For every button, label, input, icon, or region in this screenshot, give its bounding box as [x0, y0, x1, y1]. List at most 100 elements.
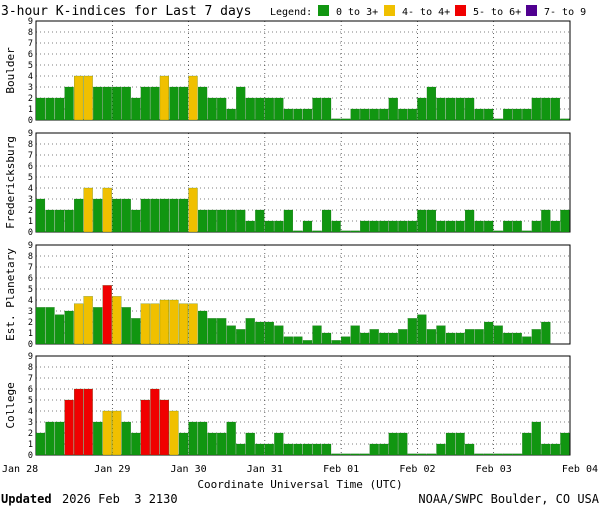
bar — [331, 118, 341, 121]
bar — [274, 325, 284, 345]
bar — [188, 421, 198, 456]
bar — [264, 97, 274, 121]
y-tick-label: 5 — [28, 396, 33, 406]
bar — [198, 209, 208, 233]
bar — [283, 108, 293, 121]
legend-text-2: 5- to 6+ — [473, 7, 521, 18]
bar — [226, 108, 236, 121]
y-tick-label: 2 — [28, 318, 33, 328]
bar — [35, 198, 46, 233]
bar — [541, 443, 551, 456]
bar — [74, 75, 84, 121]
bar — [455, 432, 465, 456]
x-tick-label: Jan 31 — [247, 464, 283, 475]
bar — [360, 108, 370, 121]
bar — [54, 314, 65, 345]
bar — [140, 198, 150, 233]
bar — [474, 108, 484, 121]
bar — [331, 340, 341, 345]
bar — [493, 325, 503, 345]
bar — [93, 198, 103, 233]
bar — [35, 432, 46, 456]
bar — [493, 230, 503, 233]
bar — [379, 220, 389, 233]
bar — [407, 318, 417, 345]
bar — [474, 220, 484, 233]
bar — [484, 321, 494, 345]
bar — [417, 209, 427, 233]
bar — [169, 299, 179, 345]
bar — [369, 329, 379, 345]
bar — [198, 421, 208, 456]
y-tick-label: 1 — [28, 105, 33, 115]
bar — [560, 432, 570, 456]
bar — [45, 97, 55, 121]
bar — [503, 453, 513, 456]
bar — [198, 86, 208, 121]
bar — [217, 209, 227, 233]
y-tick-label: 7 — [28, 263, 33, 273]
bar — [541, 97, 551, 121]
panel-label: Boulder — [4, 47, 17, 94]
bar — [226, 421, 236, 456]
updated-label: Updated — [1, 492, 52, 506]
bar — [531, 220, 541, 233]
bar — [150, 303, 160, 345]
bar — [178, 303, 189, 345]
y-tick-label: 0 — [28, 228, 33, 238]
bar — [217, 432, 227, 456]
bar — [121, 421, 131, 456]
bar — [178, 198, 189, 233]
x-axis-label: Coordinate Universal Time (UTC) — [197, 478, 402, 491]
bar — [245, 97, 255, 121]
y-tick-label: 8 — [28, 140, 33, 150]
bar — [474, 329, 484, 345]
bar — [264, 443, 274, 456]
bar — [102, 86, 112, 121]
y-tick-label: 0 — [28, 116, 33, 126]
legend-label: Legend: — [270, 7, 312, 18]
bar — [436, 220, 446, 233]
bar — [159, 299, 170, 345]
x-tick-label: Feb 03 — [476, 464, 512, 475]
bar — [150, 388, 160, 456]
legend-swatch-1 — [384, 5, 395, 16]
bar — [312, 97, 322, 121]
bar — [245, 432, 255, 456]
y-tick-label: 7 — [28, 151, 33, 161]
bar — [131, 318, 141, 345]
bar — [426, 329, 436, 345]
y-tick-label: 0 — [28, 340, 33, 350]
bar — [522, 336, 532, 345]
bar — [255, 97, 265, 121]
bar — [350, 453, 360, 456]
bar — [121, 307, 131, 345]
y-tick-label: 8 — [28, 252, 33, 262]
bar — [283, 443, 293, 456]
bar — [74, 388, 84, 456]
bar — [360, 332, 370, 345]
bar — [121, 86, 131, 121]
bar — [522, 108, 532, 121]
bar — [379, 332, 389, 345]
updated-value: 2026 Feb 3 2130 — [62, 492, 178, 506]
bar — [493, 118, 503, 121]
bar — [321, 97, 332, 121]
bar — [388, 332, 398, 345]
bar — [207, 318, 217, 345]
y-tick-label: 5 — [28, 285, 33, 295]
bar — [465, 329, 475, 345]
bar — [159, 75, 170, 121]
bar — [302, 340, 313, 345]
bar — [541, 209, 551, 233]
bar — [398, 329, 408, 345]
bar — [341, 230, 351, 233]
bar — [207, 209, 217, 233]
bar — [436, 325, 446, 345]
bar — [74, 303, 84, 345]
bar — [360, 220, 370, 233]
bar — [45, 307, 55, 345]
x-tick-label: Jan 29 — [94, 464, 130, 475]
y-tick-label: 3 — [28, 307, 33, 317]
